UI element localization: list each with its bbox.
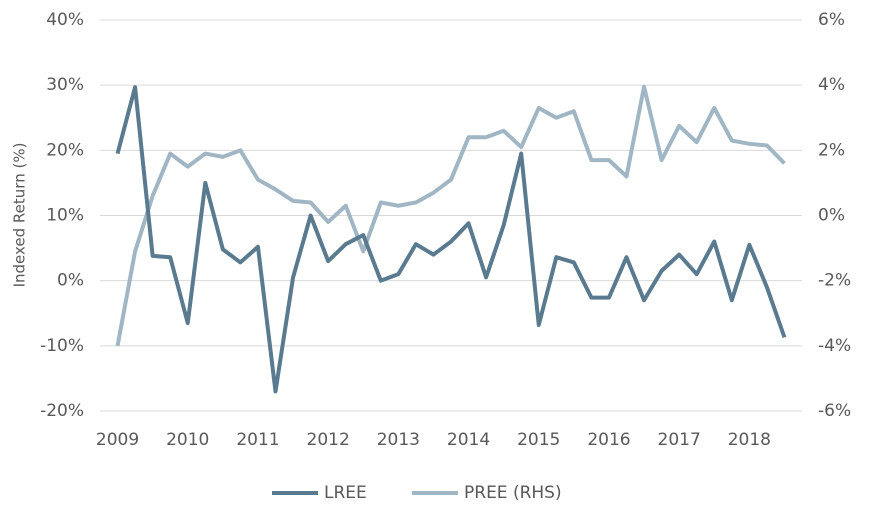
y-tick-label: -10% [40, 336, 84, 356]
series-line [115, 84, 786, 347]
y-axis-title: Indexed Return (%) [11, 143, 29, 288]
series-line [115, 85, 787, 394]
y-tick-label: 30% [46, 75, 84, 95]
y2-tick-label: 0% [818, 206, 845, 226]
y2-tick-label: 6% [818, 10, 845, 30]
x-tick-label: 2012 [307, 430, 350, 450]
legend-label: LREE [324, 483, 367, 503]
y-tick-label: -20% [40, 401, 84, 421]
x-tick-label: 2010 [166, 430, 209, 450]
y-tick-label: 0% [57, 271, 84, 291]
x-tick-label: 2014 [447, 430, 490, 450]
x-tick-label: 2015 [517, 430, 560, 450]
y-tick-label: 20% [46, 140, 84, 160]
legend-label: PREE (RHS) [464, 483, 562, 503]
x-tick-label: 2016 [587, 430, 630, 450]
x-tick-label: 2018 [728, 430, 771, 450]
y2-tick-label: -2% [818, 271, 851, 291]
x-tick-label: 2009 [96, 430, 139, 450]
y2-tick-label: 4% [818, 75, 845, 95]
y2-tick-label: 2% [818, 140, 845, 160]
x-tick-label: 2011 [236, 430, 279, 450]
y-tick-label: 10% [46, 206, 84, 226]
x-tick-label: 2013 [377, 430, 420, 450]
y2-tick-label: -6% [818, 401, 851, 421]
y2-tick-label: -4% [818, 336, 851, 356]
x-tick-label: 2017 [658, 430, 701, 450]
y-tick-label: 40% [46, 10, 84, 30]
